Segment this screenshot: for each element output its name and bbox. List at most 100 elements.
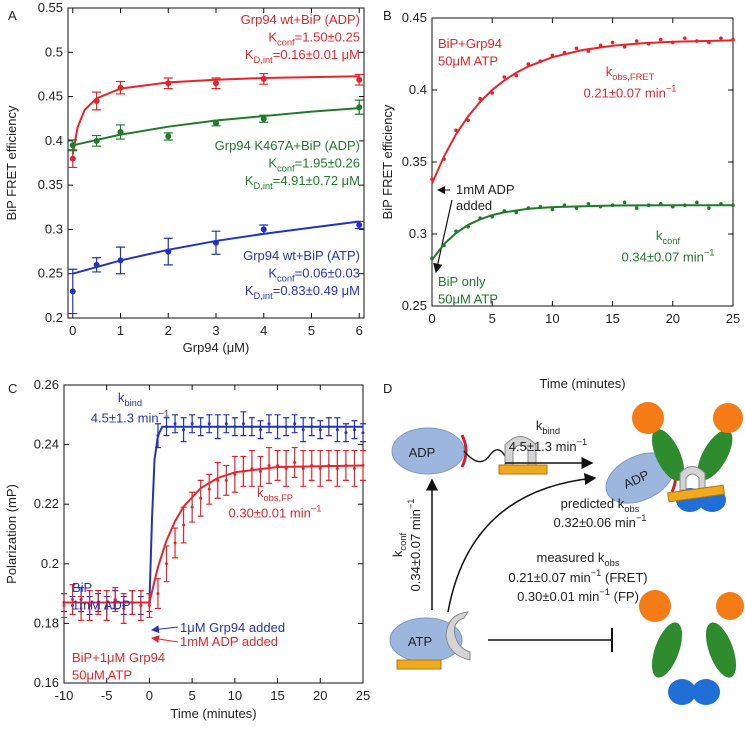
annotation-part: k xyxy=(257,485,264,500)
data-point xyxy=(190,505,194,509)
data-point xyxy=(233,472,237,476)
annotation: 0.21±0.07 min−1 xyxy=(584,84,677,101)
data-point xyxy=(610,40,615,45)
rate-value: 0.32±0.06 min−1 xyxy=(554,513,647,530)
data-point xyxy=(260,115,267,122)
annotation: Grp94 K467A+BiP (ADP) xyxy=(215,138,360,153)
data-point xyxy=(267,422,271,426)
y-tick-label: 0.5 xyxy=(45,44,63,59)
arrow xyxy=(151,635,179,644)
data-point xyxy=(165,133,172,140)
data-point xyxy=(69,155,76,162)
y-tick-label: 0.24 xyxy=(34,437,59,452)
annotation-part: k xyxy=(606,64,613,79)
y-tick-label: 0.3 xyxy=(409,226,427,241)
x-tick-label: 15 xyxy=(605,311,619,326)
y-tick-label: 0.35 xyxy=(402,154,427,169)
x-tick-label: 20 xyxy=(313,688,327,703)
annotation: 1mM ADP added xyxy=(180,634,278,649)
data-point xyxy=(318,428,322,432)
rate-value-part: −1 xyxy=(591,568,602,578)
annotation: Kconf=1.50±0.25 xyxy=(268,30,360,48)
annotation-part: 0.30±0.01 min xyxy=(229,505,311,520)
plot-frame xyxy=(63,384,364,684)
annotation-part: =0.83±0.49 μM xyxy=(273,283,360,298)
x-tick-label: 25 xyxy=(356,688,370,703)
fit-line xyxy=(64,425,363,604)
data-point xyxy=(356,104,363,111)
rate-label: kbind xyxy=(536,418,560,436)
data-point xyxy=(634,206,639,210)
data-point xyxy=(586,201,591,206)
y-tick-label: 0.45 xyxy=(402,10,427,25)
x-tick-label: 4 xyxy=(260,323,267,338)
annotation-part: −1 xyxy=(159,408,170,418)
annotation: kconf xyxy=(656,228,681,246)
x-tick-label: 20 xyxy=(666,311,680,326)
y-tick-label: 0.45 xyxy=(38,89,63,104)
y-axis-label: BiP FRET efficiency xyxy=(380,104,395,219)
protein-label: ADP xyxy=(409,445,436,460)
annotation-part: 4.5±1.3 min xyxy=(91,410,159,425)
annotation-part: obs,FRET xyxy=(612,72,654,82)
rate-label-part: obs xyxy=(604,558,619,568)
annotation-part: K xyxy=(245,47,254,62)
annotation: 0.30±0.01 min−1 xyxy=(229,503,322,520)
rate-value: 0.34±0.07 min−1 xyxy=(406,499,423,592)
annotation-part: conf xyxy=(277,274,295,284)
data-point xyxy=(69,288,76,295)
data-point xyxy=(658,37,663,42)
x-tick-label: 0 xyxy=(428,311,435,326)
rate-value-part: −1 xyxy=(577,437,588,447)
annotation: 50μM ATP xyxy=(438,292,498,307)
annotation-part: K xyxy=(268,30,277,45)
data-point xyxy=(598,43,603,48)
data-point xyxy=(335,466,339,470)
diagram-shapes xyxy=(389,402,744,705)
x-tick-label: 0 xyxy=(146,688,153,703)
data-point xyxy=(182,428,186,432)
x-tick-label: 6 xyxy=(356,323,363,338)
data-point xyxy=(260,226,267,233)
x-axis-label: Time (minutes) xyxy=(170,706,256,721)
annotation-part: K xyxy=(245,173,254,188)
data-point xyxy=(622,45,627,49)
annotation-part: conf xyxy=(662,236,680,246)
x-tick-label: 5 xyxy=(308,323,315,338)
data-point xyxy=(173,422,177,426)
y-tick-label: 0.4 xyxy=(409,82,427,97)
data-point xyxy=(352,466,356,470)
rate-value-part: −1 xyxy=(406,499,416,510)
rate-value-part: (FP) xyxy=(610,589,639,604)
rate-value-part: −1 xyxy=(636,513,647,523)
data-point xyxy=(514,73,519,78)
rate-value: 0.30±0.01 min−1 (FP) xyxy=(517,587,639,604)
y-tick-label: 0.2 xyxy=(45,310,63,325)
data-point xyxy=(147,604,151,608)
annotation-part: k xyxy=(656,228,663,243)
data-point xyxy=(258,428,262,432)
annotation: 1mM ADP xyxy=(456,182,515,197)
rate-label-part: obs xyxy=(624,504,639,514)
fit-line xyxy=(64,464,364,604)
x-tick-label: 10 xyxy=(228,688,242,703)
y-axis-label: Polarization (mP) xyxy=(4,484,19,584)
data-point xyxy=(122,607,126,610)
annotation: KD,int=4.91±0.72 μM xyxy=(245,173,360,191)
panel-label: C xyxy=(8,381,17,396)
annotation: 1μM Grp94 added xyxy=(180,620,285,635)
data-point xyxy=(224,478,228,482)
x-tick-label: 5 xyxy=(489,311,496,326)
rate-value-part: 0.32±0.06 min xyxy=(554,515,636,530)
arrow xyxy=(433,199,453,274)
annotation: Grp94 wt+BiP (ADP) xyxy=(241,12,360,27)
rate-value-part: 0.21±0.07 min xyxy=(508,570,590,585)
data-point xyxy=(707,206,711,210)
annotation: 0.34±0.07 min−1 xyxy=(622,248,715,265)
data-point xyxy=(156,592,160,596)
data-point xyxy=(356,222,363,228)
annotation: 4.5±1.3 min−1 xyxy=(91,408,170,425)
annotation-part: =1.50±0.25 xyxy=(295,30,360,45)
x-tick-label: 10 xyxy=(545,311,559,326)
